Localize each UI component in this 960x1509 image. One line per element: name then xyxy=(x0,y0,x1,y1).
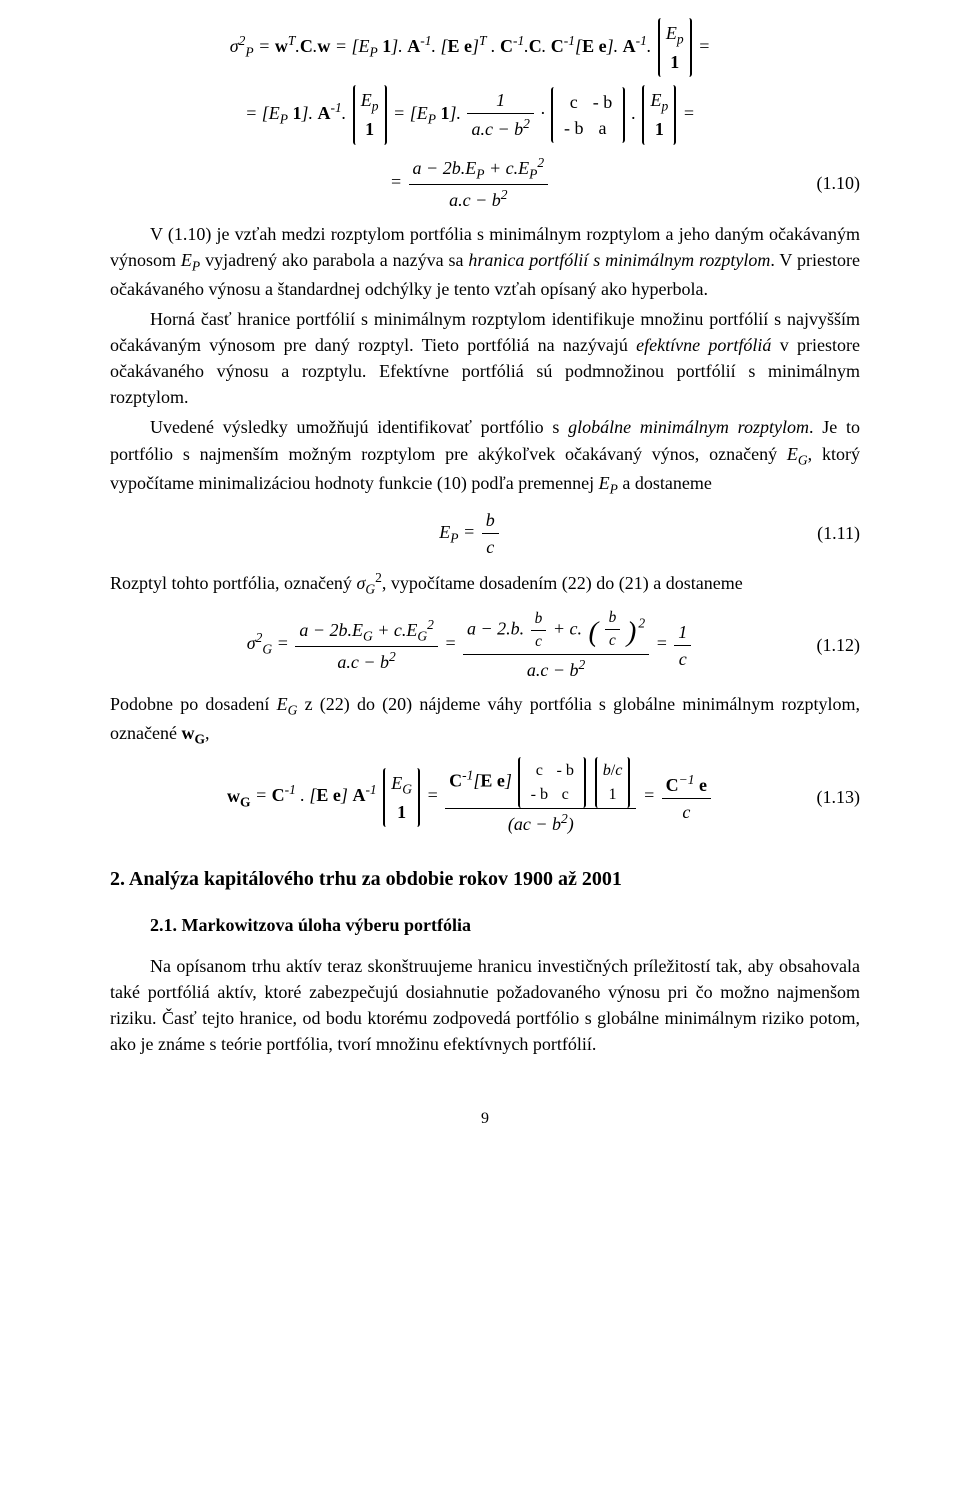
equation-1-11: EP = bc (1.11) xyxy=(110,507,860,560)
equation-number-1-12: (1.12) xyxy=(790,632,860,658)
equation-sigma2p-line1: σ2P = wT.C.w = [EP 1]. A-1. [E e]T . C-1… xyxy=(110,18,860,77)
equation-sigma2p-line2: = [EP 1]. A-1. Ep1 = [EP 1]. 1a.c − b2 ·… xyxy=(110,85,860,144)
equation-content: = a − 2b.EP + c.EP2 a.c − b2 xyxy=(150,153,790,213)
equation-content: wG = C-1 . [E e] A-1 EG1 = C-1[E e] c- b… xyxy=(150,757,790,837)
equation-content: EP = bc xyxy=(150,507,790,560)
heading-section-2-1: 2.1. Markowitzova úloha výberu portfólia xyxy=(110,912,860,938)
page-number: 9 xyxy=(110,1107,860,1130)
equation-content: = [EP 1]. A-1. Ep1 = [EP 1]. 1a.c − b2 ·… xyxy=(150,85,790,144)
paragraph-3: Uvedené výsledky umožňujú identifikovať … xyxy=(110,414,860,498)
paragraph-1: V (1.10) je vzťah medzi rozptylom portfó… xyxy=(110,221,860,302)
equation-content: σ2P = wT.C.w = [EP 1]. A-1. [E e]T . C-1… xyxy=(150,18,790,77)
equation-1-13: wG = C-1 . [E e] A-1 EG1 = C-1[E e] c- b… xyxy=(110,757,860,837)
equation-1-10: = a − 2b.EP + c.EP2 a.c − b2 (1.10) xyxy=(110,153,860,213)
paragraph-2: Horná časť hranice portfólií s minimálny… xyxy=(110,306,860,410)
equation-number-1-10: (1.10) xyxy=(790,170,860,196)
equation-1-12: σ2G = a − 2b.EG + c.EG2 a.c − b2 = a − 2… xyxy=(110,607,860,683)
paragraph-6: Na opísanom trhu aktív teraz skonštruuje… xyxy=(110,953,860,1057)
equation-content: σ2G = a − 2b.EG + c.EG2 a.c − b2 = a − 2… xyxy=(150,607,790,683)
equation-number-1-13: (1.13) xyxy=(790,784,860,810)
paragraph-4: Rozptyl tohto portfólia, označený σG2, v… xyxy=(110,568,860,599)
page-content: σ2P = wT.C.w = [EP 1]. A-1. [E e]T . C-1… xyxy=(0,0,960,1170)
heading-section-2: 2. Analýza kapitálového trhu za obdobie … xyxy=(110,865,860,894)
paragraph-5: Podobne po dosadení EG z (22) do (20) ná… xyxy=(110,691,860,749)
equation-number-1-11: (1.11) xyxy=(790,520,860,546)
